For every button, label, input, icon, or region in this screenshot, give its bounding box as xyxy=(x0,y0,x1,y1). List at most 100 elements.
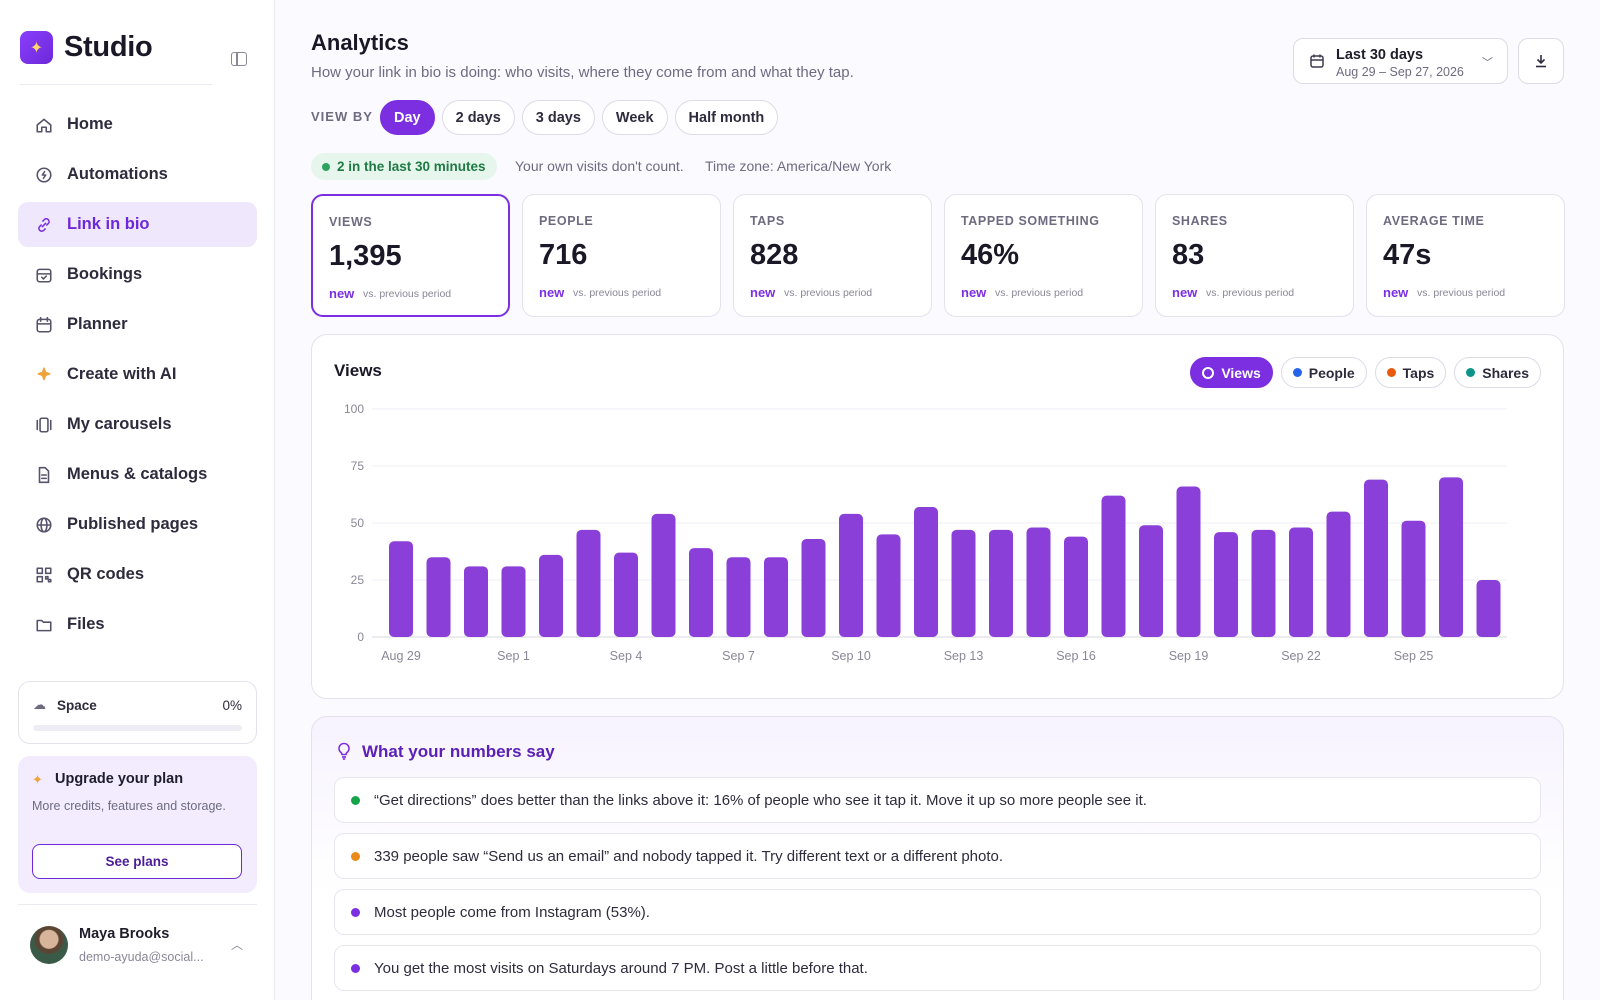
sidebar-item-label: Home xyxy=(67,115,113,133)
series-toggles: Views People Taps Shares xyxy=(1182,357,1541,388)
sidebar-item-label: Automations xyxy=(67,165,168,183)
x-tick-label: Sep 13 xyxy=(944,649,984,663)
sidebar-item-my-carousels[interactable]: My carousels xyxy=(18,402,257,447)
bar-sep-6[interactable] xyxy=(689,548,713,637)
sidebar-item-bookings[interactable]: Bookings xyxy=(18,252,257,297)
bar-sep-17[interactable] xyxy=(1101,495,1126,637)
bar-sep-14[interactable] xyxy=(989,529,1013,637)
view-by-option-2-days[interactable]: 2 days xyxy=(441,100,515,135)
series-toggle-shares[interactable]: Shares xyxy=(1454,357,1541,388)
series-toggle-label: Views xyxy=(1221,364,1261,381)
stat-card-taps[interactable]: TAPS 828 new vs. previous period xyxy=(733,194,932,317)
stat-compare: vs. previous period xyxy=(995,287,1084,299)
bar-sep-10[interactable] xyxy=(839,513,863,637)
stat-label: PEOPLE xyxy=(539,214,594,228)
y-tick-label: 50 xyxy=(351,516,365,530)
bar-sep-2[interactable] xyxy=(539,554,563,637)
series-toggle-label: Shares xyxy=(1482,364,1529,381)
insight-dot-icon xyxy=(351,907,360,917)
bar-sep-1[interactable] xyxy=(501,566,526,637)
bar-sep-18[interactable] xyxy=(1139,525,1163,637)
bar-sep-16[interactable] xyxy=(1064,536,1088,637)
bar-sep-8[interactable] xyxy=(764,557,788,637)
sidebar-item-files[interactable]: Files xyxy=(18,602,257,647)
brand[interactable]: ✦ Studio xyxy=(20,31,153,64)
chart-title: Views xyxy=(334,361,382,380)
bar-sep-24[interactable] xyxy=(1364,479,1388,637)
series-toggle-views[interactable]: Views xyxy=(1190,357,1273,388)
sidebar-item-home[interactable]: Home xyxy=(18,102,257,147)
stat-card-shares[interactable]: SHARES 83 new vs. previous period xyxy=(1155,194,1354,317)
bar-sep-26[interactable] xyxy=(1439,477,1463,637)
series-dot-icon xyxy=(1466,368,1476,377)
sparkles-icon xyxy=(34,365,53,384)
insight-item: “Get directions” does better than the li… xyxy=(334,777,1541,823)
insight-text: 339 people saw “Send us an email” and no… xyxy=(374,847,1004,865)
bar-sep-3[interactable] xyxy=(576,529,601,637)
globe-icon xyxy=(34,515,53,534)
bar-aug-30[interactable] xyxy=(426,557,451,637)
bar-sep-23[interactable] xyxy=(1326,511,1351,637)
x-tick-label: Sep 1 xyxy=(497,649,530,663)
view-by-option-day[interactable]: Day xyxy=(380,100,435,135)
stat-card-tapped-something[interactable]: TAPPED SOMETHING 46% new vs. previous pe… xyxy=(944,194,1143,317)
bar-sep-11[interactable] xyxy=(876,534,901,637)
carousel-icon xyxy=(34,415,53,434)
view-by-selector: Day 2 days 3 days Week Half month xyxy=(380,100,785,135)
bar-sep-21[interactable] xyxy=(1251,529,1276,637)
series-dot-icon xyxy=(1386,368,1396,377)
stat-card-people[interactable]: PEOPLE 716 new vs. previous period xyxy=(522,194,721,317)
view-by-option-3-days[interactable]: 3 days xyxy=(521,100,595,135)
timezone-note: Time zone: America/New York xyxy=(705,158,892,174)
bar-sep-27[interactable] xyxy=(1476,580,1501,637)
sidebar-item-label: Published pages xyxy=(67,515,199,533)
bar-aug-29[interactable] xyxy=(389,541,413,637)
bar-sep-20[interactable] xyxy=(1214,532,1238,637)
bar-sep-19[interactable] xyxy=(1176,486,1201,637)
sidebar-item-link-in-bio[interactable]: Link in bio xyxy=(18,202,257,247)
sidebar-item-qr-codes[interactable]: QR codes xyxy=(18,552,257,597)
bar-sep-7[interactable] xyxy=(726,557,751,637)
date-range-title: Last 30 days xyxy=(1336,47,1424,63)
user-menu[interactable]: Maya Brooks demo-ayuda@social... ︿ xyxy=(18,916,257,976)
bar-sep-25[interactable] xyxy=(1401,520,1426,637)
sidebar-item-create-with-ai[interactable]: Create with AI xyxy=(18,352,257,397)
storage-space-card[interactable]: ☁ Space 0% xyxy=(18,681,257,744)
chevron-up-icon: ︿ xyxy=(230,938,243,952)
bar-sep-12[interactable] xyxy=(914,507,938,637)
view-by-option-week[interactable]: Week xyxy=(601,100,668,135)
stat-card-views[interactable]: VIEWS 1,395 new vs. previous period xyxy=(311,194,510,317)
sparkles-logo-icon: ✦ xyxy=(20,31,53,64)
bar-sep-22[interactable] xyxy=(1289,527,1313,637)
sidebar-item-menus-catalogs[interactable]: Menus & catalogs xyxy=(18,452,257,497)
date-range-picker[interactable]: Last 30 days Aug 29 – Sep 27, 2026 ﹀ xyxy=(1293,38,1508,84)
stat-delta: new xyxy=(329,286,355,301)
see-plans-button[interactable]: See plans xyxy=(32,844,242,879)
live-dot-icon xyxy=(322,162,330,171)
sidebar-collapse-icon[interactable] xyxy=(231,52,247,66)
link-icon xyxy=(34,215,53,234)
series-toggle-label: Taps xyxy=(1402,364,1435,381)
bar-sep-15[interactable] xyxy=(1026,527,1051,637)
sidebar: ✦ Studio Home Automations Link in bio Booki… xyxy=(0,0,275,1000)
series-toggle-people[interactable]: People xyxy=(1280,357,1367,388)
bar-sep-4[interactable] xyxy=(614,552,638,637)
sidebar-item-automations[interactable]: Automations xyxy=(18,152,257,197)
bar-sep-5[interactable] xyxy=(651,513,676,637)
x-tick-label: Sep 16 xyxy=(1056,649,1096,663)
stat-delta: new xyxy=(1172,285,1198,300)
sidebar-item-label: Link in bio xyxy=(67,215,150,233)
stat-card-average-time[interactable]: AVERAGE TIME 47s new vs. previous period xyxy=(1366,194,1565,317)
bar-aug-31[interactable] xyxy=(464,566,488,637)
bar-sep-13[interactable] xyxy=(951,529,976,637)
lightbulb-icon xyxy=(336,742,352,765)
sidebar-item-planner[interactable]: Planner xyxy=(18,302,257,347)
series-toggle-taps[interactable]: Taps xyxy=(1374,357,1447,388)
download-button[interactable] xyxy=(1518,38,1564,84)
bar-sep-9[interactable] xyxy=(801,538,826,637)
sidebar-item-published-pages[interactable]: Published pages xyxy=(18,502,257,547)
upgrade-card: ✦ Upgrade your plan More credits, featur… xyxy=(18,756,257,893)
view-by-option-half-month[interactable]: Half month xyxy=(674,100,779,135)
y-tick-label: 75 xyxy=(351,459,365,473)
space-percent: 0% xyxy=(222,698,242,713)
